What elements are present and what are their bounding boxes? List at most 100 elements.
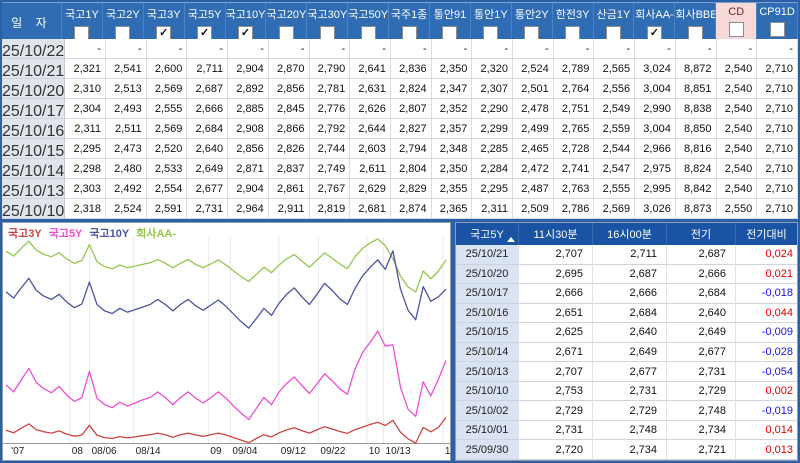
quote-column-header[interactable]: 16시00분 xyxy=(593,223,667,245)
rate-cell: 2,765 xyxy=(553,119,595,139)
column-checkbox[interactable]: ✓ xyxy=(238,26,253,41)
rate-cell: 2,711 xyxy=(187,59,229,79)
series-line-1 xyxy=(5,330,447,421)
quote-date-cell: 25/10/02 xyxy=(456,401,519,421)
column-header[interactable]: 국고20Y xyxy=(266,3,308,41)
rate-cell: 2,540 xyxy=(716,179,758,199)
rate-cell: 2,710 xyxy=(757,79,798,99)
daily-rates-body: 25/10/22- - - - - - - - - - - - - - - - - -25/10/21 2,321 2… xyxy=(2,39,798,219)
rate-cell: 2,487 xyxy=(513,179,554,199)
series-line-3 xyxy=(5,238,447,293)
column-header[interactable]: 국고5Y ✓ xyxy=(185,3,226,41)
rate-cell: 2,524 xyxy=(105,199,147,219)
column-header[interactable]: 국고1Y xyxy=(62,3,103,41)
date-column-header[interactable]: 일 자 xyxy=(2,3,62,39)
quote-prev-cell: 2,721 xyxy=(667,440,736,460)
rate-cell: 2,295 xyxy=(472,179,514,199)
quote-1130-cell: 2,707 xyxy=(519,362,593,382)
quote-1600-cell: 2,687 xyxy=(593,264,667,285)
rate-cell: 2,640 xyxy=(187,139,229,159)
rate-cell: 2,549 xyxy=(594,99,636,119)
quote-column-header[interactable]: 11시30분 xyxy=(519,223,593,245)
column-header[interactable]: 통안2Y xyxy=(512,3,553,41)
quote-change-cell: -0,028 xyxy=(736,342,797,363)
rate-cell: 8,873 xyxy=(675,199,717,219)
quote-1130-cell: 2,707 xyxy=(519,245,593,265)
column-header[interactable]: 회사BBB- xyxy=(675,3,717,41)
rate-cell: 2,728 xyxy=(553,139,595,159)
rate-cell: 2,591 xyxy=(146,199,188,219)
column-header[interactable]: CD xyxy=(716,3,758,39)
date-cell: 25/10/20 xyxy=(2,79,66,100)
column-header[interactable]: 국고10Y ✓ xyxy=(226,3,267,41)
rate-cell: 2,824 xyxy=(390,79,432,99)
quote-column-header[interactable]: 전기 xyxy=(667,223,736,245)
rate-cell: 2,763 xyxy=(553,179,595,199)
rate-cell: 2,908 xyxy=(228,119,269,139)
rate-cell: 2,493 xyxy=(105,99,147,119)
rate-cell: 2,741 xyxy=(553,159,595,179)
column-header[interactable]: 국고30Y xyxy=(307,3,349,41)
x-axis-label: 09/12 xyxy=(281,446,306,457)
quote-row: 25/10/14 2,671 2,649 2,677 -0,028 xyxy=(456,342,797,363)
quote-change-cell: -0,018 xyxy=(736,284,797,304)
column-header[interactable]: 산금1Y xyxy=(594,3,635,41)
column-header[interactable]: 회사AA- ✓ xyxy=(634,3,676,41)
column-header[interactable]: 국주1종 xyxy=(389,3,431,41)
rate-cell: 2,710 xyxy=(757,179,798,199)
rate-cell: 2,350 xyxy=(431,59,473,79)
column-checkbox[interactable] xyxy=(728,22,744,37)
quote-column-header[interactable]: 전기대비 xyxy=(746,229,787,241)
quote-1600-cell: 2,649 xyxy=(593,342,667,363)
series-line-0 xyxy=(5,417,447,444)
column-header[interactable]: 국고3Y ✓ xyxy=(144,3,185,41)
rate-cell: 2,492 xyxy=(105,179,147,199)
rate-cell: - xyxy=(716,39,758,59)
quote-1600-cell: 2,640 xyxy=(593,323,667,343)
quote-row: 25/10/21 2,707 2,711 2,687 0,024 xyxy=(456,245,797,265)
column-header[interactable]: 한전3Y xyxy=(553,3,594,41)
rate-cell: 2,874 xyxy=(390,199,432,219)
rate-cell: 2,565 xyxy=(594,59,636,79)
quote-series-header[interactable]: 국고5Y xyxy=(456,223,519,245)
rate-cell: - xyxy=(431,39,473,59)
quote-change-cell: 0,044 xyxy=(736,303,797,324)
quote-change-cell: 0,021 xyxy=(736,264,797,285)
rate-cell: 2,845 xyxy=(268,99,310,119)
rate-cell: 8,838 xyxy=(675,99,717,119)
rate-cell: 2,569 xyxy=(594,199,636,219)
quote-date-cell: 25/10/20 xyxy=(456,264,519,285)
rate-cell: 2,555 xyxy=(594,179,636,199)
rate-cell: 8,850 xyxy=(675,119,717,139)
column-header-label: 국고5Y xyxy=(187,9,222,21)
column-checkbox[interactable] xyxy=(769,22,785,37)
rate-cell: 2,966 xyxy=(635,139,676,159)
column-header[interactable]: 통안91 xyxy=(430,3,471,41)
rate-cell: - xyxy=(757,39,798,59)
quote-header-row: 국고5Y 11시30분 16시00분 전기 전기대비 xyxy=(456,223,797,245)
column-header-label: 국고1Y xyxy=(65,9,99,21)
column-header-label: 산금1Y xyxy=(596,9,631,21)
date-cell: 25/10/16 xyxy=(2,119,66,140)
rate-cell: 2,710 xyxy=(757,99,798,119)
chart-legend: 국고3Y 국고5Y 국고10Y 회사AA- xyxy=(8,225,183,241)
rate-cell: 2,555 xyxy=(146,99,188,119)
rate-cell: 2,318 xyxy=(65,199,106,219)
x-axis-label: 1 xyxy=(445,446,450,457)
rate-cell: - xyxy=(187,39,229,59)
quote-date-cell: 25/10/10 xyxy=(456,381,519,402)
quote-change-cell: 0,024 xyxy=(736,245,797,265)
rate-cell: - xyxy=(635,39,676,59)
quote-1600-cell: 2,731 xyxy=(593,381,667,402)
rate-cell: 2,744 xyxy=(309,139,351,159)
column-header[interactable]: 국고2Y xyxy=(103,3,144,41)
column-header[interactable]: CP91D xyxy=(757,3,798,39)
quote-1600-cell: 2,711 xyxy=(593,245,667,265)
column-header[interactable]: 국고50Y xyxy=(348,3,390,41)
rate-cell: 2,569 xyxy=(146,79,188,99)
rate-cell: 2,687 xyxy=(187,79,229,99)
rate-cell: 2,904 xyxy=(228,179,269,199)
column-header[interactable]: 통안1Y xyxy=(471,3,512,41)
rate-cell: 8,872 xyxy=(675,59,717,79)
rate-cell: 2,826 xyxy=(268,139,310,159)
